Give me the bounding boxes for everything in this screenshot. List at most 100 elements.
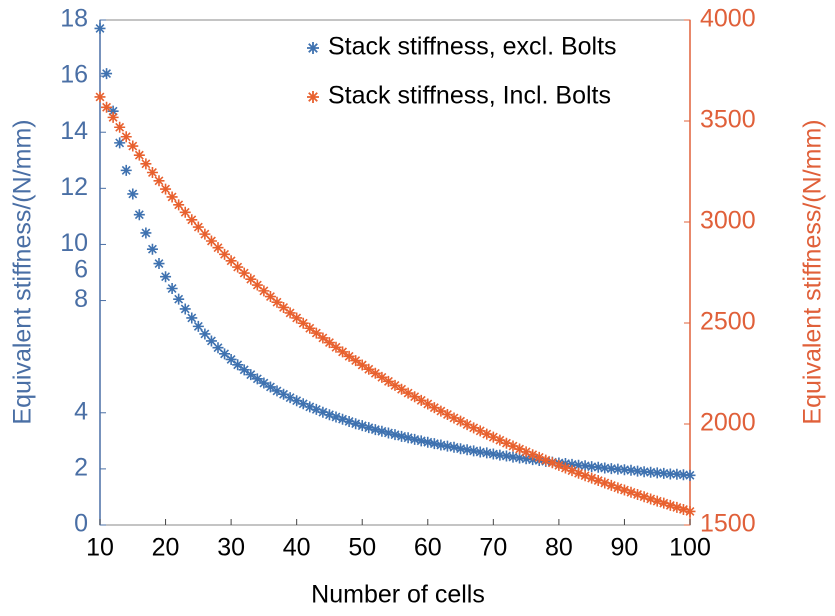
marker — [684, 505, 696, 517]
marker — [271, 385, 283, 397]
marker — [179, 206, 191, 218]
marker — [192, 320, 204, 332]
marker — [264, 381, 276, 393]
marker — [638, 491, 650, 503]
y-tick-label: 16 — [60, 61, 88, 89]
marker — [101, 101, 113, 113]
marker — [566, 458, 578, 470]
marker — [323, 337, 335, 349]
marker — [382, 427, 394, 439]
marker — [297, 317, 309, 329]
marker — [632, 488, 644, 500]
marker — [219, 248, 231, 260]
marker — [284, 307, 296, 319]
marker — [658, 467, 670, 479]
marker — [448, 441, 460, 453]
marker — [107, 105, 119, 117]
marker — [304, 401, 316, 413]
marker — [533, 451, 545, 463]
marker — [527, 449, 539, 461]
marker — [238, 364, 250, 376]
marker — [468, 445, 480, 457]
marker — [356, 359, 368, 371]
marker — [487, 431, 499, 443]
marker — [251, 373, 263, 385]
y2-axis-label: Equivalent stiffness/(N/mm) — [799, 119, 827, 424]
y-tick-label: 2 — [74, 453, 88, 481]
marker — [199, 328, 211, 340]
marker — [461, 444, 473, 456]
marker — [107, 111, 119, 123]
y-tick-label: 4 — [74, 397, 88, 425]
marker — [245, 369, 257, 381]
marker — [409, 391, 421, 403]
x-tick-label: 30 — [217, 534, 245, 562]
x-tick-label: 50 — [348, 534, 376, 562]
marker — [258, 377, 270, 389]
marker — [153, 258, 165, 270]
marker — [448, 412, 460, 424]
marker — [337, 346, 349, 358]
marker — [664, 499, 676, 511]
marker — [592, 461, 604, 473]
marker — [146, 167, 158, 179]
marker — [612, 482, 624, 494]
marker — [337, 413, 349, 425]
y-tick-label: 18 — [60, 5, 88, 33]
marker — [291, 312, 303, 324]
marker — [363, 363, 375, 375]
marker — [520, 446, 532, 458]
marker — [677, 503, 689, 515]
marker — [494, 434, 506, 446]
marker — [369, 367, 381, 379]
marker — [618, 484, 630, 496]
marker — [205, 335, 217, 347]
marker — [599, 477, 611, 489]
marker — [343, 415, 355, 427]
marker — [160, 183, 172, 195]
marker — [212, 242, 224, 254]
marker — [507, 440, 519, 452]
marker — [127, 140, 139, 152]
marker — [422, 398, 434, 410]
marker — [291, 395, 303, 407]
marker — [258, 285, 270, 297]
y2-tick-label: 4000 — [700, 5, 756, 33]
legend-marker — [307, 91, 319, 103]
marker — [409, 433, 421, 445]
marker — [310, 327, 322, 339]
marker — [153, 175, 165, 187]
marker — [455, 415, 467, 427]
marker — [428, 438, 440, 450]
marker — [645, 493, 657, 505]
x-tick-label: 20 — [152, 534, 180, 562]
x-axis-label: Number of cells — [311, 581, 485, 609]
legend-label: Stack stiffness, excl. Bolts — [328, 33, 617, 61]
marker — [363, 422, 375, 434]
marker — [278, 388, 290, 400]
marker — [389, 379, 401, 391]
marker — [317, 406, 329, 418]
marker — [441, 440, 453, 452]
x-tick-label: 60 — [414, 534, 442, 562]
marker — [284, 392, 296, 404]
marker — [514, 452, 526, 464]
marker — [396, 430, 408, 442]
marker — [638, 466, 650, 478]
marker — [192, 221, 204, 233]
marker — [166, 282, 178, 294]
marker — [232, 359, 244, 371]
marker — [435, 439, 447, 451]
marker — [625, 486, 637, 498]
marker — [566, 465, 578, 477]
marker — [592, 475, 604, 487]
marker — [540, 454, 552, 466]
marker — [625, 464, 637, 476]
marker — [500, 437, 512, 449]
marker — [435, 405, 447, 417]
marker — [520, 453, 532, 465]
marker — [389, 429, 401, 441]
x-tick-label: 90 — [611, 534, 639, 562]
marker — [330, 411, 342, 423]
marker — [500, 450, 512, 462]
